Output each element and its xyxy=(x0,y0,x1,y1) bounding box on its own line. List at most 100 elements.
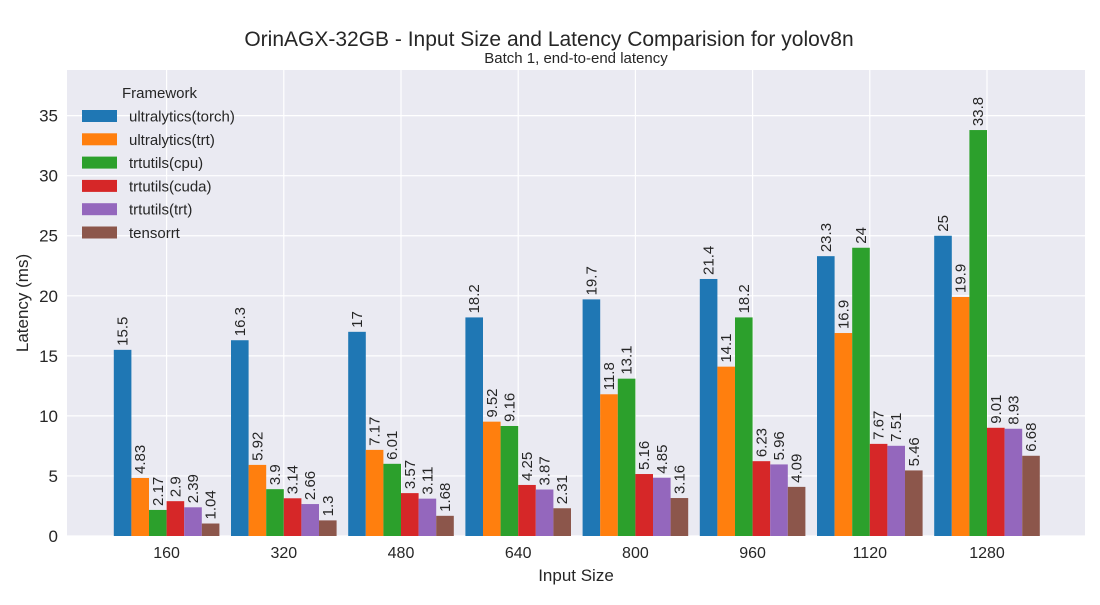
legend-swatch xyxy=(82,179,117,192)
bar-value-label: 7.67 xyxy=(871,411,888,440)
bar-value-label: 9.01 xyxy=(988,395,1005,424)
legend-entry: trtutils(cpu) xyxy=(129,155,203,172)
legend-swatch xyxy=(82,133,117,146)
bar-value-label: 1.04 xyxy=(203,490,220,519)
bar-value-label: 4.25 xyxy=(519,452,536,481)
legend-swatch xyxy=(82,110,117,122)
bar xyxy=(266,489,284,536)
chart-subtitle: Batch 1, end-to-end latency xyxy=(484,50,668,67)
bar-value-label: 16.3 xyxy=(232,307,249,336)
legend-entry: trtutils(cuda) xyxy=(129,178,212,195)
y-tick-label: 25 xyxy=(39,227,58,246)
bar xyxy=(348,331,366,536)
bar xyxy=(670,498,689,536)
legend-swatch xyxy=(82,226,117,239)
bar xyxy=(635,474,653,536)
bar xyxy=(436,515,454,536)
bar xyxy=(934,235,952,537)
bar xyxy=(987,427,1005,536)
bar xyxy=(852,247,870,537)
bar-value-label: 5.92 xyxy=(249,432,266,461)
bar xyxy=(717,366,735,536)
bar xyxy=(500,425,519,536)
bar xyxy=(817,256,835,536)
bar xyxy=(869,443,888,536)
legend-entry: tensorrt xyxy=(129,225,181,242)
bar-value-label: 6.01 xyxy=(384,431,401,460)
bars xyxy=(113,130,1040,537)
bar xyxy=(582,299,601,536)
bar xyxy=(201,523,220,536)
bar xyxy=(283,498,302,536)
legend: Framework ultralytics(torch) ultralytics(… xyxy=(82,85,235,242)
bar xyxy=(553,508,571,536)
x-tick-label: 960 xyxy=(739,545,766,562)
bar-value-label: 1.68 xyxy=(437,483,454,512)
bar xyxy=(231,340,249,536)
bar-value-labels: 15.5 16.3 17 18.2 19.7 21.4 23.3 25 4.83 5.92 7.17… xyxy=(115,97,1040,520)
bar xyxy=(319,520,337,536)
legend-entry: ultralytics(torch) xyxy=(129,109,235,126)
bar-value-label: 3.57 xyxy=(402,460,419,489)
bar-value-label: 4.83 xyxy=(132,445,149,474)
y-tick-label: 20 xyxy=(39,287,58,306)
chart-title: OrinAGX-32GB - Input Size and Latency Co… xyxy=(244,28,853,51)
bar-value-label: 7.51 xyxy=(888,413,905,442)
bar xyxy=(699,278,718,536)
plot-area xyxy=(67,70,1085,536)
bar-value-label: 24 xyxy=(853,227,870,244)
bar-value-label: 19.7 xyxy=(583,266,600,295)
bar-value-label: 5.16 xyxy=(636,441,653,470)
legend-title: Framework xyxy=(122,85,198,102)
legend-entry: ultralytics(trt) xyxy=(129,132,215,149)
bar-value-label: 21.4 xyxy=(701,246,718,275)
bar xyxy=(166,501,185,536)
x-tick-label: 640 xyxy=(505,545,532,562)
bar xyxy=(465,317,483,536)
bar-value-label: 3.87 xyxy=(537,456,554,485)
bar-value-label: 2.31 xyxy=(554,475,571,504)
y-tick-labels: 0 5 10 15 20 25 30 35 xyxy=(39,107,58,546)
bar-value-label: 4.85 xyxy=(654,445,671,474)
x-tick-label: 160 xyxy=(153,545,180,562)
bar xyxy=(834,333,853,536)
bar xyxy=(365,449,384,536)
x-tick-label: 800 xyxy=(622,545,649,562)
bar-value-label: 2.17 xyxy=(150,477,167,506)
bar-value-label: 3.11 xyxy=(419,467,436,495)
legend-swatch xyxy=(82,203,117,216)
x-tick-label: 480 xyxy=(388,545,415,562)
bar-value-label: 2.66 xyxy=(302,471,319,500)
bar xyxy=(735,317,753,536)
bar xyxy=(518,484,536,536)
bar-value-label: 5.96 xyxy=(771,431,788,460)
bar-value-label: 13.1 xyxy=(619,345,636,374)
bar-value-label: 3.14 xyxy=(285,465,302,494)
legend-swatch xyxy=(82,156,117,169)
bar xyxy=(483,421,501,536)
bar-value-label: 15.5 xyxy=(115,317,132,346)
bar-value-label: 23.3 xyxy=(818,223,835,252)
bar xyxy=(401,493,419,536)
y-tick-label: 35 xyxy=(39,107,58,126)
bar-value-label: 18.2 xyxy=(736,284,753,313)
y-tick-label: 0 xyxy=(49,527,58,546)
y-tick-label: 15 xyxy=(39,347,58,366)
bar-value-label: 2.39 xyxy=(185,474,202,503)
bar xyxy=(301,504,319,536)
bar xyxy=(969,130,987,536)
bar-value-label: 14.1 xyxy=(718,333,735,362)
bar xyxy=(905,470,923,536)
bar-value-label: 7.17 xyxy=(367,417,384,446)
bar xyxy=(131,477,149,536)
bar xyxy=(951,296,970,536)
x-tick-label: 320 xyxy=(270,545,297,562)
bar xyxy=(1004,428,1023,536)
x-axis-label: Input Size xyxy=(538,566,614,585)
bar-value-label: 9.16 xyxy=(501,393,518,422)
y-tick-label: 30 xyxy=(39,167,58,186)
bar xyxy=(887,445,905,536)
legend-entry: trtutils(trt) xyxy=(129,202,192,219)
